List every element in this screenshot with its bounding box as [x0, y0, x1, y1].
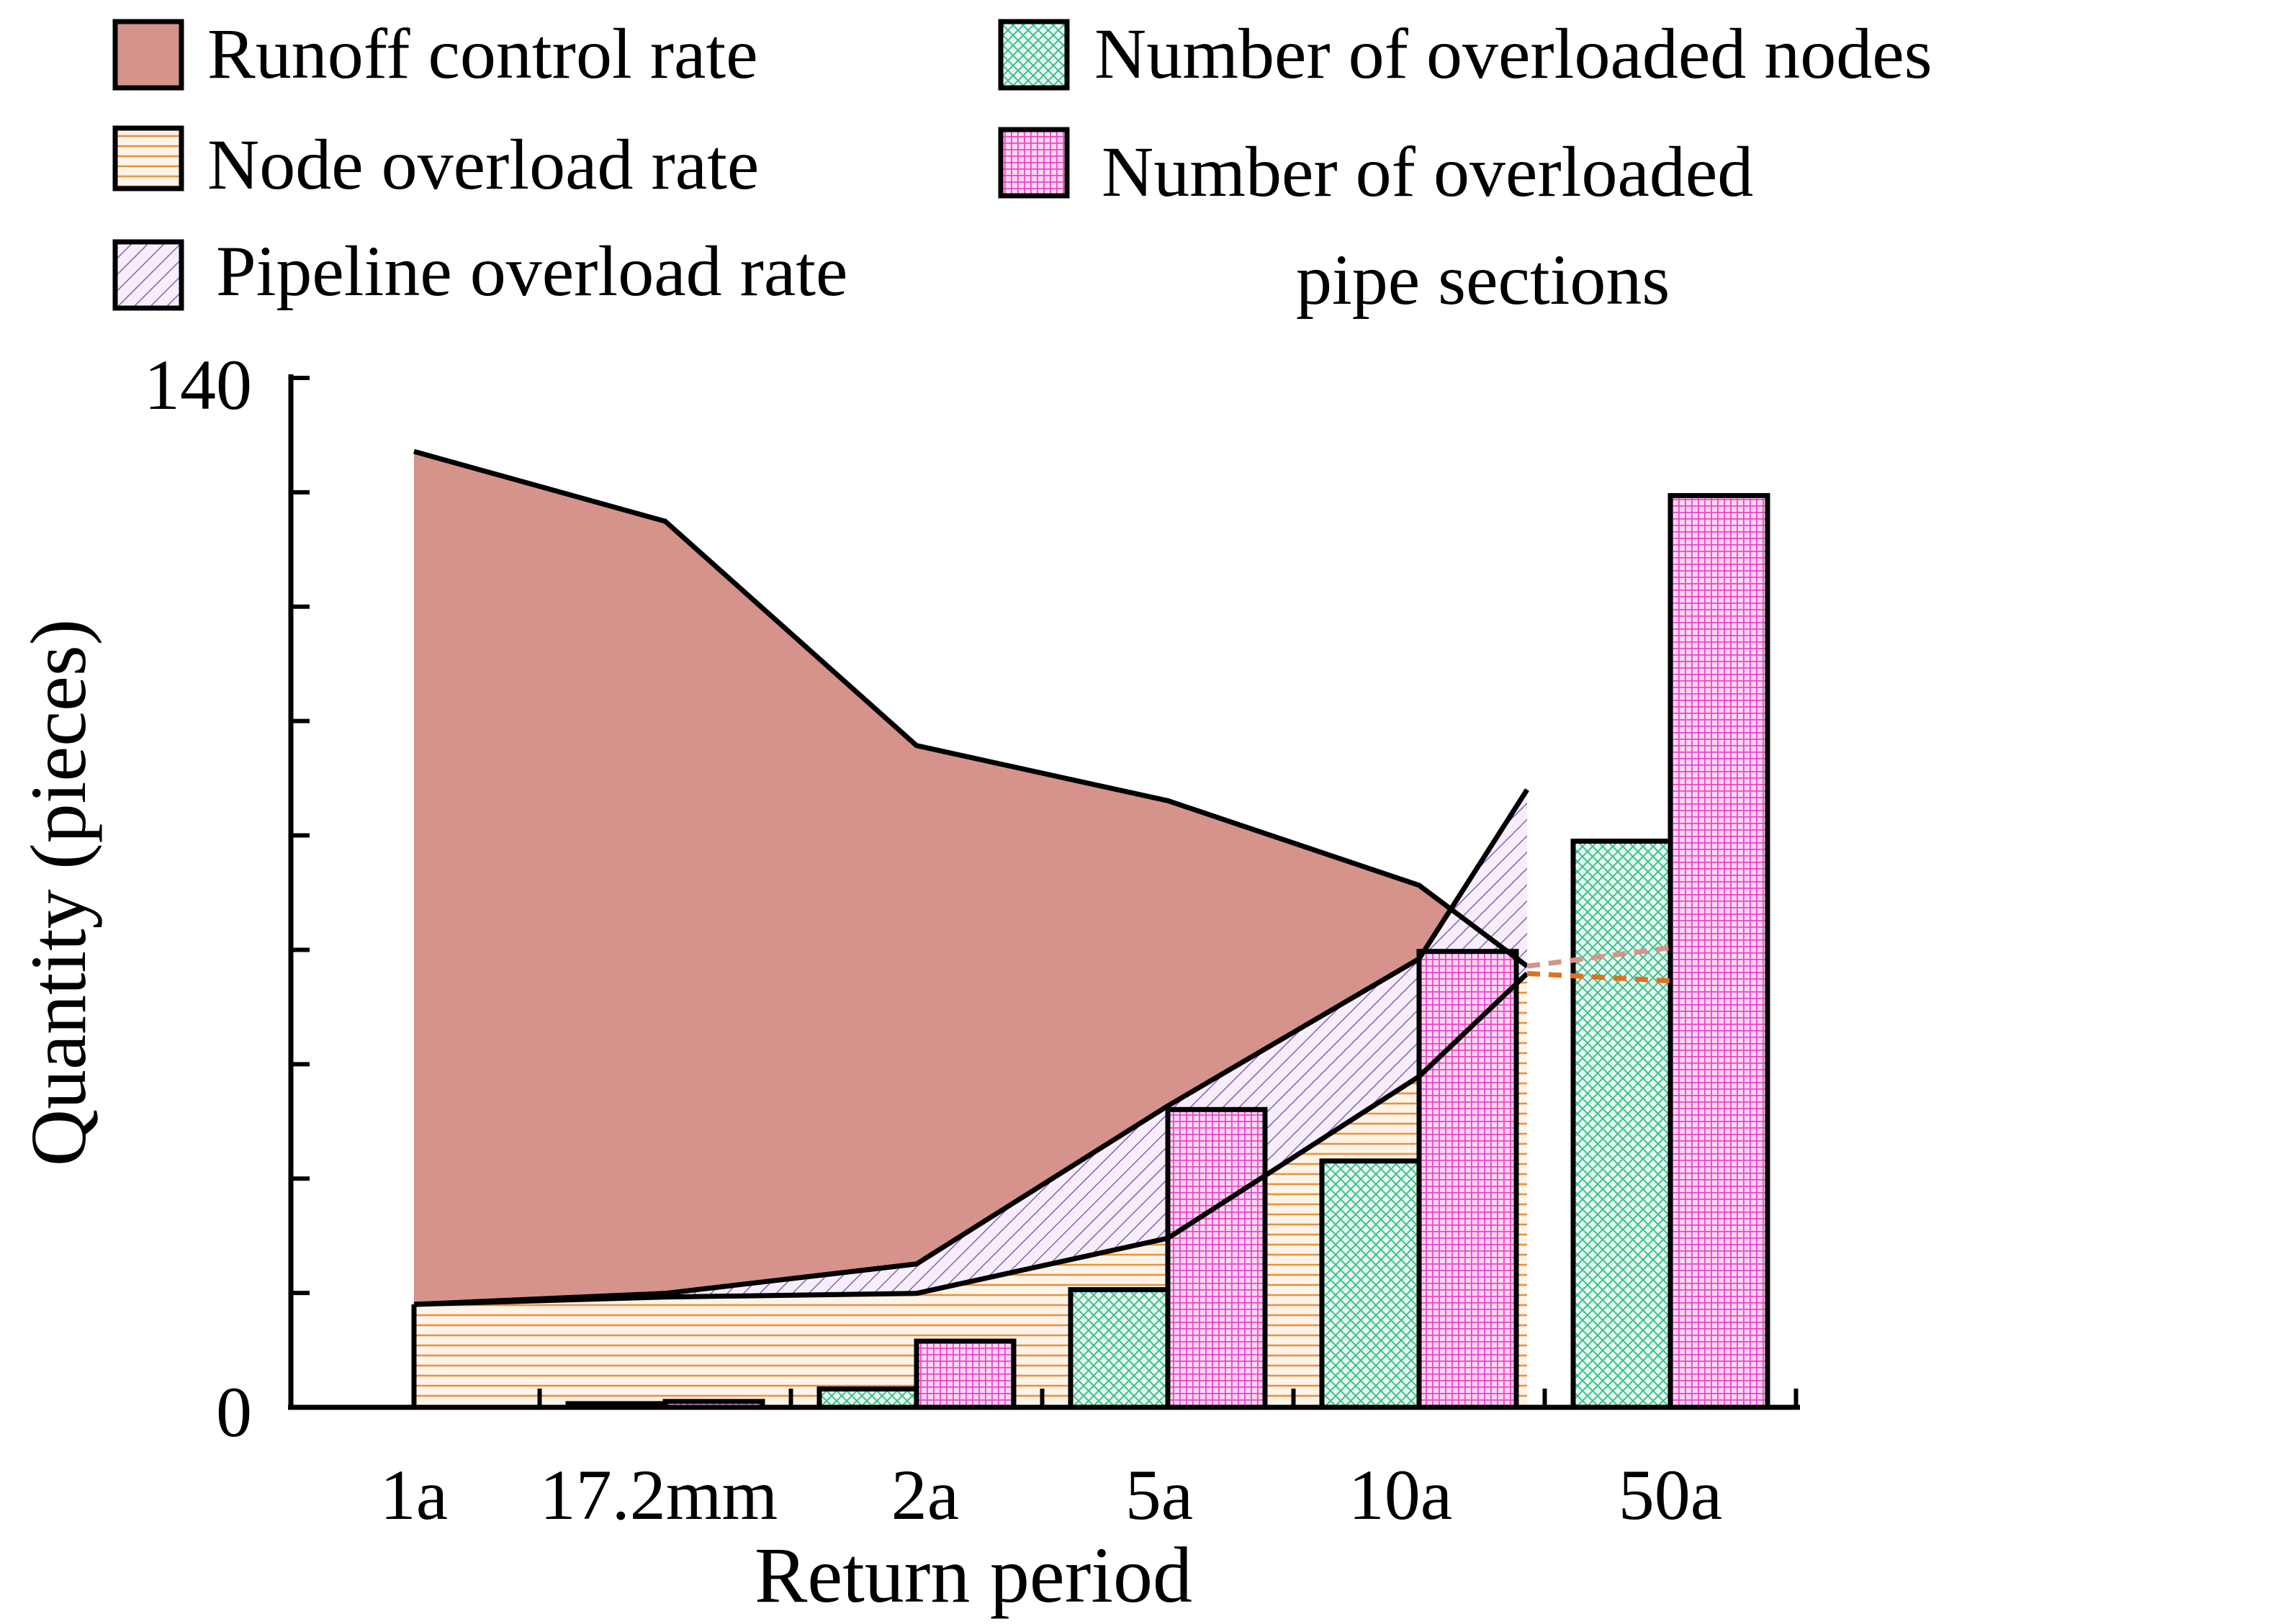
legend-label-runoff: Runoff control rate: [207, 14, 758, 94]
legend-swatch-node-rate: [112, 125, 184, 191]
x-tick-label-1a: 1a: [380, 1455, 448, 1535]
legend-swatch-nodes: [998, 19, 1070, 91]
legend-swatch-pipe-rate: [112, 239, 184, 311]
x-axis-label: Return period: [755, 1531, 1192, 1619]
bar-nodes-10a: [1319, 1158, 1422, 1410]
legend-label-pipe-rate: Pipeline overload rate: [216, 231, 847, 311]
legend-swatch-runoff: [112, 19, 184, 91]
x-tick-label-17.2mm: 17.2mm: [540, 1455, 778, 1535]
x-ticks: [537, 1389, 1799, 1407]
legend-swatch-pipes: [998, 127, 1070, 199]
runoff-control-outline: [413, 448, 1529, 968]
legend-item-runoff-control-rate: Runoff control rate: [112, 14, 758, 94]
x-tick-label-2a: 2a: [891, 1455, 959, 1535]
axes: 140 0 1a 17.2mm 2a 5a 10a 50a Return period Q…: [14, 345, 1800, 1619]
y-tick-label-zero: 0: [216, 1372, 252, 1452]
bar-pipes-2a: [914, 1338, 1017, 1410]
bar-pipes-10a: [1416, 949, 1519, 1410]
y-ticks: [291, 376, 310, 1409]
legend-item-overloaded-pipes: Number of overloaded pipe sections: [998, 127, 1753, 320]
legend-label-pipes: Number of overloaded pipe sections: [1102, 132, 1753, 320]
bar-pipes-5a: [1165, 1106, 1268, 1410]
x-tick-label-5a: 5a: [1125, 1455, 1193, 1535]
bar-nodes-5a: [1068, 1287, 1171, 1410]
area-outline-layer: [411, 448, 1671, 1407]
x-tick-label-10a: 10a: [1349, 1455, 1452, 1535]
legend-label-pipes-line2: pipe sections: [1296, 240, 1670, 320]
y-axis-label: Quantity (pieces): [14, 619, 102, 1167]
bar-pipes-50a: [1667, 492, 1770, 1410]
bar-nodes-50a: [1570, 839, 1673, 1410]
runoff-control-area: [414, 451, 1527, 1305]
y-tick-label-max: 140: [144, 345, 252, 425]
node-rate-dashed-extension: [1526, 970, 1671, 984]
bar-nodes-2a: [816, 1386, 919, 1410]
node-overload-outline: [413, 971, 1529, 1307]
x-tick-labels: 1a 17.2mm 2a 5a 10a 50a: [380, 1455, 1722, 1535]
legend-label-pipes-line1: Number of overloaded: [1102, 132, 1753, 212]
legend-item-node-overload-rate: Node overload rate: [112, 125, 759, 204]
legend-label-nodes: Number of overloaded nodes: [1094, 14, 1932, 94]
x-tick-label-50a: 50a: [1619, 1455, 1722, 1535]
pipeline-overload-outline: [413, 788, 1529, 1307]
legend: Runoff control rate Node overload rate P…: [112, 14, 1932, 320]
legend-label-node-rate: Node overload rate: [207, 125, 759, 204]
runoff-dashed-extension: [1526, 945, 1671, 969]
bar-layer: [565, 492, 1770, 1410]
legend-item-overloaded-nodes: Number of overloaded nodes: [998, 14, 1932, 94]
legend-item-pipeline-overload-rate: Pipeline overload rate: [112, 231, 847, 311]
